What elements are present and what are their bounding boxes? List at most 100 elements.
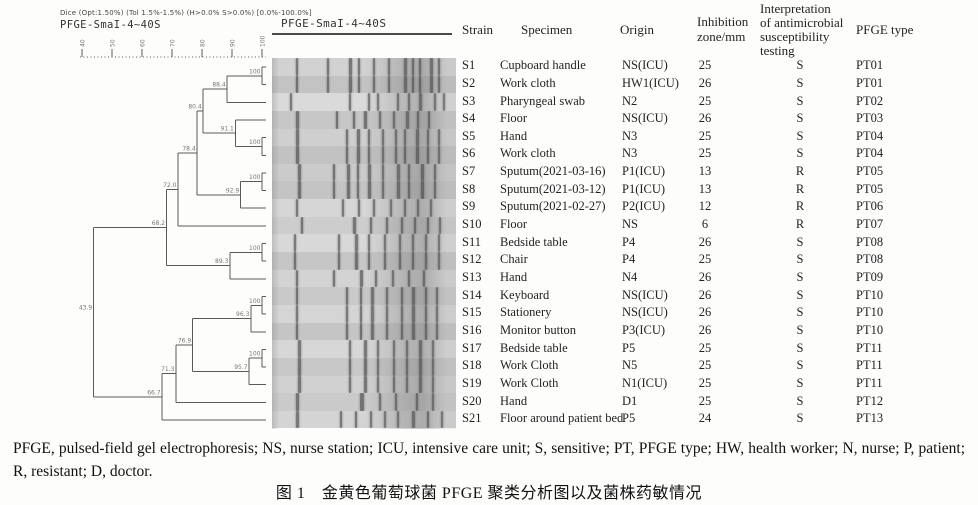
gel-band (341, 199, 344, 217)
col-header-specimen: Specimen (521, 22, 573, 37)
cell-origin: P4 (622, 252, 636, 267)
gel-band (419, 375, 423, 394)
gel-lane-S13 (272, 269, 456, 288)
gel-band (358, 58, 361, 76)
dendrogram-title: PFGE-SmaI-4~40S (60, 19, 161, 31)
cell-strain: S21 (462, 411, 482, 426)
gel-band (297, 181, 301, 200)
gel-lane-S16 (272, 322, 456, 341)
gel-band (295, 410, 299, 429)
col-header-strain: Strain (462, 22, 494, 37)
gel-title: PFGE-SmaI-4~40S (281, 17, 387, 30)
cell-specimen: Monitor button (500, 322, 577, 337)
gel-band (419, 58, 422, 76)
cell-pfge-type: PT02 (856, 93, 884, 108)
gel-band (433, 93, 436, 111)
cell-strain: S5 (462, 128, 476, 143)
gel-band (411, 252, 414, 270)
cell-origin: P4 (622, 234, 636, 249)
gel-band (295, 287, 298, 305)
gel-band (371, 287, 375, 305)
gel-band (375, 269, 378, 288)
gel-band (354, 252, 358, 270)
cell-interpretation: S (796, 322, 804, 337)
gel-band (437, 128, 440, 147)
gel-band (295, 128, 299, 147)
cell-origin: P5 (622, 411, 636, 426)
gel-band (382, 163, 385, 182)
gel-band (397, 163, 401, 182)
gel-band (386, 216, 389, 235)
gel-band (340, 410, 343, 429)
col-header-inhibition-zone: Inhibition zone/mm (697, 14, 749, 44)
cell-specimen: Work Cloth (500, 358, 559, 373)
cell-pfge-type: PT12 (856, 393, 884, 408)
gel-band (430, 75, 434, 94)
cell-interpretation: S (796, 358, 804, 373)
gel-band (295, 58, 298, 76)
gel-band (406, 375, 409, 394)
gel-band (297, 340, 301, 358)
gel-band (424, 287, 427, 305)
cell-specimen: Bedside table (500, 234, 568, 249)
cell-inhibition-zone: 25 (698, 93, 712, 108)
gel-band (367, 146, 370, 164)
gel-band (364, 340, 367, 358)
gel-band (354, 234, 358, 253)
gel-band (386, 304, 389, 323)
gel-band (387, 75, 390, 94)
cell-inhibition-zone: 26 (698, 270, 712, 284)
cell-strain: S16 (462, 322, 482, 337)
cell-strain: S1 (462, 58, 476, 73)
gel-band (408, 181, 411, 200)
gel-band (358, 199, 361, 217)
table-row-S6: S6 Work cloth N3 25 S PT04 (0, 146, 978, 164)
gel-band (332, 163, 335, 182)
gel-band (345, 287, 348, 305)
gel-lane-S19 (272, 375, 456, 394)
cell-pfge-type: PT07 (856, 217, 884, 232)
table-row-S17: S17 Bedside table P5 25 S PT11 (0, 341, 978, 359)
gel-band (417, 199, 420, 217)
gel-band (433, 163, 436, 182)
cell-specimen: Floor around patient bed (500, 411, 624, 426)
gel-band (424, 322, 427, 341)
gel-band (354, 410, 357, 429)
gel-band (364, 110, 367, 129)
dendrogram-node-label: 43.9 (79, 305, 93, 312)
gel-band (294, 252, 297, 270)
cell-pfge-type: PT10 (856, 305, 884, 320)
cell-inhibition-zone: 25 (698, 340, 712, 355)
cell-specimen: Bedside table (500, 340, 568, 355)
gel-band (378, 110, 381, 129)
gel-band (378, 393, 381, 411)
gel-band (384, 234, 387, 253)
cell-strain: S8 (462, 181, 476, 196)
gel-band (382, 181, 385, 200)
dendrogram-node-label: 68.2 (152, 220, 166, 227)
cell-inhibition-zone: 13 (698, 164, 712, 179)
gel-band (400, 287, 403, 305)
gel-band (332, 181, 335, 200)
cell-specimen: Work cloth (500, 146, 556, 161)
cell-specimen: Sputum(2021-03-12) (500, 181, 606, 196)
cell-strain: S20 (462, 393, 482, 408)
cell-strain: S2 (462, 75, 476, 90)
gel-band (356, 128, 360, 147)
cell-pfge-type: PT11 (856, 358, 883, 373)
dendrogram-node-label: 100 (249, 351, 261, 358)
gel-band (367, 234, 370, 253)
gel-lane-S5 (272, 128, 456, 147)
gel-band (376, 93, 379, 111)
cell-specimen: Chair (500, 252, 528, 267)
col-header-origin: Origin (620, 22, 654, 37)
cell-pfge-type: PT10 (856, 287, 884, 302)
gel-band (360, 393, 365, 411)
cell-strain: S10 (462, 217, 482, 232)
gel-band (345, 128, 348, 147)
gel-lane-S18 (272, 357, 456, 376)
gel-band (295, 269, 298, 288)
gel-band (421, 163, 425, 182)
gel-band (419, 93, 423, 111)
